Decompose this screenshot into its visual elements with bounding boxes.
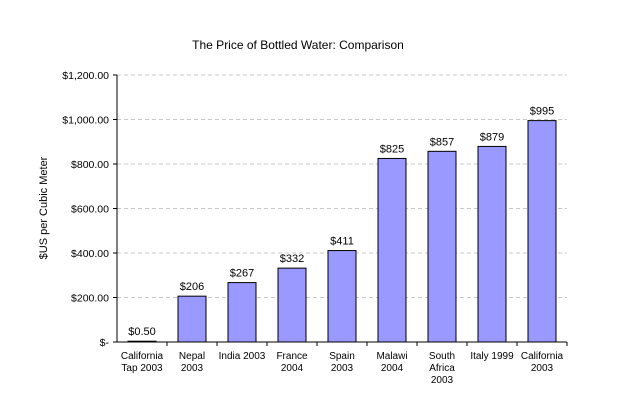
data-label: $995 [530,106,554,118]
category-label: Nepal 2003 [179,351,205,374]
data-label: $825 [380,143,404,155]
data-label: $879 [480,131,504,143]
bar [227,282,257,343]
bar [277,267,307,343]
category-labels: California Tap 2003 Nepal 2003 India 2003 Fra… [121,342,568,386]
bars [127,120,557,343]
data-label: $411 [330,236,354,248]
category-label: Spain 2003 [329,351,355,374]
y-tick-label: $600.00 [71,204,109,216]
category-label: Italy 1999 [470,351,514,362]
bar [477,145,507,343]
bar [527,120,557,343]
category-label: South Africa 2003 [429,351,455,386]
category-label: California Tap 2003 [121,351,164,374]
category-label: California 2003 [521,351,564,374]
data-label: $332 [280,253,304,265]
bar [427,150,457,343]
bar [377,157,407,343]
y-tick-label: $1,200.00 [62,70,109,82]
y-tick-labels: $- $200.00 $400.00 $600.00 $800.00 $1,000.00 $… [62,70,117,349]
category-label: Malawi 2004 [376,351,407,374]
data-labels: $0.50 $206 $267 $332 $411 $825 $857 $879 $995 [128,106,554,339]
y-tick-label: $1,000.00 [62,115,109,127]
data-label: $857 [430,136,454,148]
bar [327,250,357,343]
chart-title: The Price of Bottled Water: Comparison [192,38,404,52]
y-tick-label: $200.00 [71,293,109,305]
y-tick-label: $- [100,337,110,349]
category-label: India 2003 [219,351,266,362]
data-label: $206 [180,281,204,293]
category-label: France 2004 [276,351,308,374]
bar [177,295,207,343]
y-tick-label: $800.00 [71,159,109,171]
y-axis-label: $US per Cubic Meter [38,156,50,259]
data-label: $267 [230,268,254,280]
y-tick-label: $400.00 [71,248,109,260]
data-label: $0.50 [128,326,156,338]
